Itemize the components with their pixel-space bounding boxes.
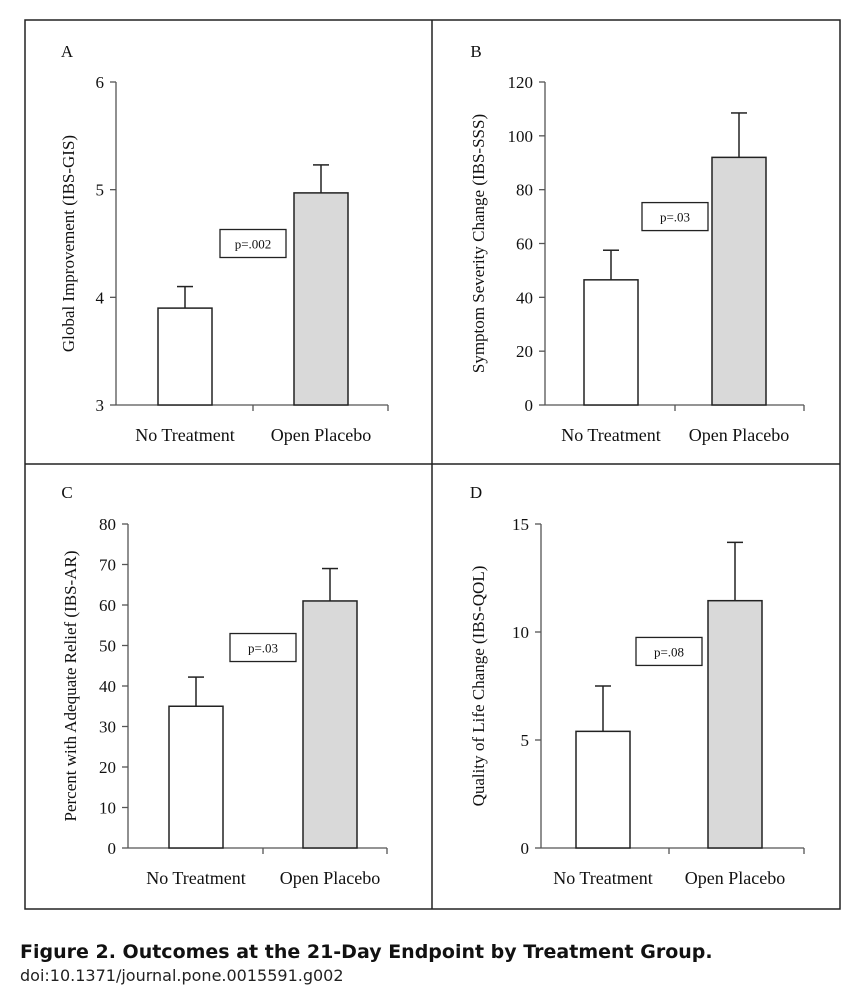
figure-panels: A 3 4 5 6 No Treatment Open Placebo Global Impr… — [24, 19, 841, 910]
x-category-label: Open Placebo — [271, 425, 371, 445]
p-value-label: p=.03 — [248, 641, 278, 656]
panel-letter: A — [61, 42, 74, 61]
x-category-label: No Treatment — [553, 868, 653, 888]
bar-no-treatment — [583, 279, 639, 406]
bar-open-placebo — [293, 192, 349, 406]
y-tick-label: 10 — [99, 799, 116, 818]
y-tick-label: 100 — [508, 127, 534, 146]
p-value-box — [219, 228, 287, 259]
y-tick-label: 40 — [99, 677, 116, 696]
y-tick-label: 80 — [516, 181, 533, 200]
y-tick-label: 10 — [512, 623, 529, 642]
bar-no-treatment — [575, 730, 631, 849]
bar-no-treatment — [157, 307, 213, 406]
x-category-label: Open Placebo — [689, 425, 789, 445]
y-tick-label: 80 — [99, 515, 116, 534]
y-axis-title: Global Improvement (IBS-GIS) — [59, 135, 78, 352]
panel-letter: D — [470, 483, 482, 502]
chart-panel-d: D 0 5 10 15 No Treatment Open Placebo Quality o… — [469, 483, 805, 888]
chart-panel-c: C 0 10 20 30 40 50 60 70 80 No Treatment Open Place… — [61, 483, 388, 888]
figure-doi: doi:10.1371/journal.pone.0015591.g002 — [20, 966, 344, 985]
y-tick-label: 70 — [99, 556, 116, 575]
bar-no-treatment — [168, 705, 224, 849]
y-tick-label: 60 — [99, 596, 116, 615]
x-category-label: Open Placebo — [280, 868, 380, 888]
y-tick-label: 0 — [521, 839, 530, 858]
chart-panel-a: A 3 4 5 6 No Treatment Open Placebo Global Impr… — [59, 42, 389, 445]
p-value-box — [635, 636, 703, 667]
bar-open-placebo — [302, 600, 358, 849]
bar-open-placebo — [707, 599, 763, 849]
y-tick-label: 50 — [99, 637, 116, 656]
bar-open-placebo — [711, 156, 767, 406]
y-tick-label: 5 — [521, 731, 530, 750]
panel-letter: C — [61, 483, 72, 502]
p-value-label: p=.08 — [654, 644, 684, 659]
y-tick-label: 0 — [108, 839, 117, 858]
y-tick-label: 40 — [516, 288, 533, 307]
chart-panel-b: B 0 20 40 60 80 100 120 No Treatment Open Placebo… — [469, 42, 805, 445]
y-tick-label: 3 — [96, 396, 105, 415]
y-axis-title: Symptom Severity Change (IBS-SSS) — [469, 114, 488, 373]
y-tick-label: 30 — [99, 718, 116, 737]
figure-caption-title: Figure 2. Outcomes at the 21-Day Endpoin… — [20, 941, 713, 963]
y-tick-label: 20 — [516, 342, 533, 361]
y-tick-label: 15 — [512, 515, 529, 534]
y-axis-title: Quality of Life Change (IBS-QOL) — [469, 566, 488, 807]
y-tick-label: 20 — [99, 758, 116, 777]
x-category-label: Open Placebo — [685, 868, 785, 888]
y-axis-title: Percent with Adequate Relief (IBS-AR) — [61, 551, 80, 822]
x-category-label: No Treatment — [146, 868, 246, 888]
p-value-label: p=.002 — [235, 237, 272, 252]
p-value-label: p=.03 — [660, 210, 690, 225]
y-tick-label: 120 — [508, 73, 534, 92]
y-tick-label: 4 — [96, 288, 105, 307]
x-category-label: No Treatment — [135, 425, 235, 445]
x-category-label: No Treatment — [561, 425, 661, 445]
y-tick-label: 6 — [96, 73, 105, 92]
p-value-box — [641, 201, 709, 232]
panel-letter: B — [470, 42, 481, 61]
y-tick-label: 0 — [525, 396, 534, 415]
p-value-box — [229, 632, 297, 663]
y-tick-label: 5 — [96, 181, 105, 200]
y-tick-label: 60 — [516, 235, 533, 254]
